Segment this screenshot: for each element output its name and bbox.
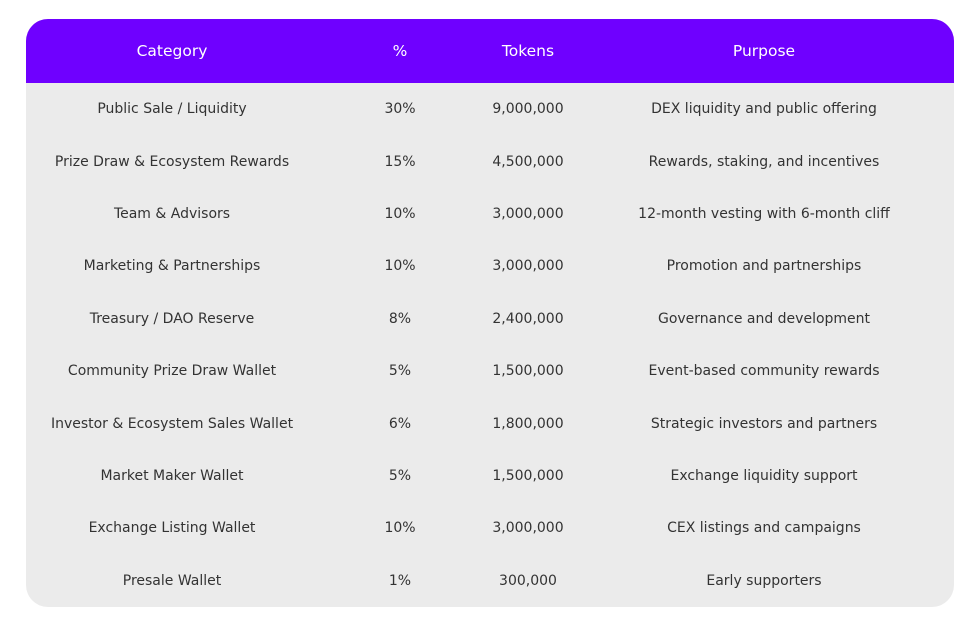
table-cell: Strategic investors and partners	[650, 415, 878, 432]
table-cell: 5%	[388, 363, 412, 380]
table-cell: Presale Wallet	[122, 572, 222, 589]
table-cell: Rewards, staking, and incentives	[648, 153, 880, 170]
table-cell: Exchange liquidity support	[670, 467, 858, 484]
table-row: Public Sale / Liquidity 30% 9,000,000 DEX l…	[26, 83, 954, 135]
table-row: Market Maker Wallet 5% 1,500,000 Exchange l…	[26, 450, 954, 502]
header-row: Category% Tokens Purpose	[26, 19, 954, 83]
table-cell: Exchange Listing Wallet	[88, 520, 256, 537]
table-cell: 5%	[388, 467, 412, 484]
table-cell: 30%	[384, 101, 416, 118]
table-cell: 8%	[388, 310, 412, 327]
table-cell: 1,500,000	[492, 363, 564, 380]
allocation-table: Category% Tokens Purpose Public Sale / Liqu…	[26, 19, 954, 607]
table-cell: Public Sale / Liquidity	[97, 101, 247, 118]
table-cell: 1%	[388, 572, 412, 589]
table-cell: Team & Advisors	[113, 205, 231, 222]
table-row: Investor & Ecosystem Sales Wallet 6% 1,800…	[26, 397, 954, 449]
table-cell: 3,000,000	[492, 520, 564, 537]
table-row: Community Prize Draw Wallet 5% 1,500,000 Ev…	[26, 345, 954, 397]
table-cell: 4,500,000	[492, 153, 564, 170]
table-cell: DEX liquidity and public offering	[651, 101, 877, 118]
table-cell: 15%	[384, 153, 416, 170]
table-row: Prize Draw & Ecosystem Rewards 15% 4,500,0…	[26, 135, 954, 187]
header-cell: Category	[136, 42, 208, 60]
table-row: Marketing & Partnerships 10% 3,000,000 Prom…	[26, 240, 954, 292]
table-cell: Governance and development	[657, 310, 871, 327]
table-row: Treasury / DAO Reserve 8% 2,400,000 Governa…	[26, 293, 954, 345]
table-cell: Event-based community rewards	[648, 363, 880, 380]
table-cell: 9,000,000	[492, 101, 564, 118]
table-cell: 12-month vesting with 6-month cliff	[638, 205, 890, 222]
table-cell: 10%	[384, 205, 416, 222]
table-cell: Marketing & Partnerships	[83, 258, 261, 275]
table-row: Presale Wallet 1% 300,000 Early supporters	[26, 555, 954, 607]
table-cell: Treasury / DAO Reserve	[89, 310, 255, 327]
table-cell: 3,000,000	[492, 205, 564, 222]
table-cell: 2,400,000	[492, 310, 564, 327]
header-cell: %	[392, 42, 408, 60]
table-cell: CEX listings and campaigns	[667, 520, 861, 537]
table-cell: Investor & Ecosystem Sales Wallet	[50, 415, 294, 432]
table-cell: 1,800,000	[492, 415, 564, 432]
table-cell: Early supporters	[706, 572, 822, 589]
table-cell: Promotion and partnerships	[666, 258, 862, 275]
table-cell: 3,000,000	[492, 258, 564, 275]
table-cell: Community Prize Draw Wallet	[67, 363, 277, 380]
table-cell: 300,000	[499, 572, 557, 589]
table-cell: 10%	[384, 258, 416, 275]
table-row: Team & Advisors 10% 3,000,000 12-month vest…	[26, 188, 954, 240]
table-cell: 6%	[388, 415, 412, 432]
header-cell: Tokens	[501, 42, 555, 60]
header-cell: Purpose	[732, 42, 796, 60]
table-cell: 10%	[384, 520, 416, 537]
table-cell: 1,500,000	[492, 467, 564, 484]
table-cell: Prize Draw & Ecosystem Rewards	[54, 153, 290, 170]
table-cell: Market Maker Wallet	[100, 467, 244, 484]
table-row: Exchange Listing Wallet 10% 3,000,000 CEX l…	[26, 502, 954, 554]
